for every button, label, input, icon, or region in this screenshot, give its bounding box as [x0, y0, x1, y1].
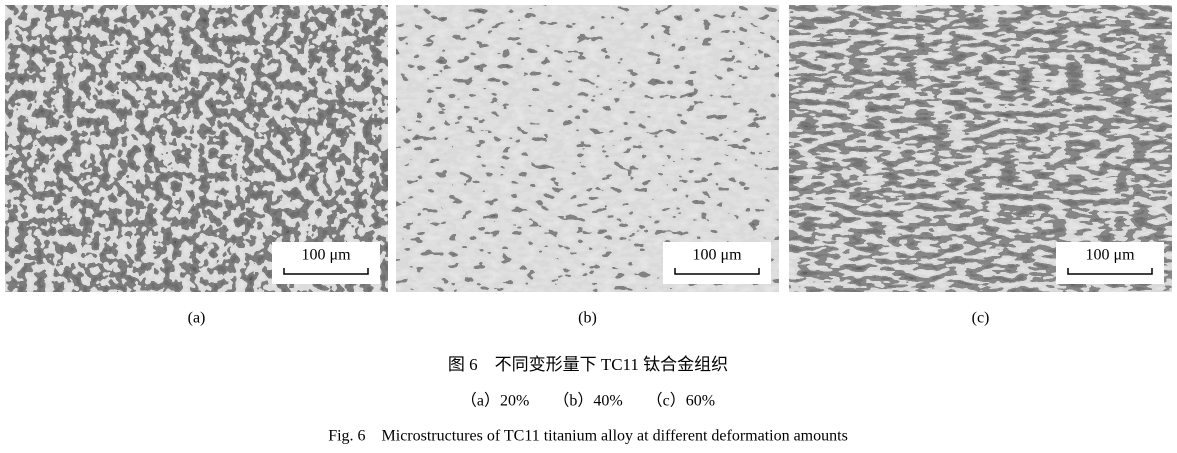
- caption-zh-title: 图 6 不同变形量下 TC11 钛合金组织: [448, 355, 728, 374]
- caption-zh-subtitle: （a）20% （b）40% （c）60%: [461, 392, 715, 410]
- scale-bar: [1067, 268, 1153, 275]
- scale-bar-box: [272, 242, 380, 284]
- scale-bar: [283, 268, 369, 275]
- scale-bar-box: [663, 242, 771, 284]
- panel-label: (a): [188, 310, 206, 327]
- panel-label: (b): [578, 310, 597, 327]
- scale-bar-label: 100 μm: [1085, 247, 1135, 264]
- scale-bar: [674, 268, 760, 275]
- panel-label: (c): [972, 310, 990, 327]
- scale-bar-box: [1056, 242, 1164, 284]
- scale-bar-label: 100 μm: [692, 247, 742, 264]
- scale-bar-label: 100 μm: [301, 247, 351, 264]
- caption-en: Fig. 6 Microstructures of TC11 titanium …: [328, 428, 848, 445]
